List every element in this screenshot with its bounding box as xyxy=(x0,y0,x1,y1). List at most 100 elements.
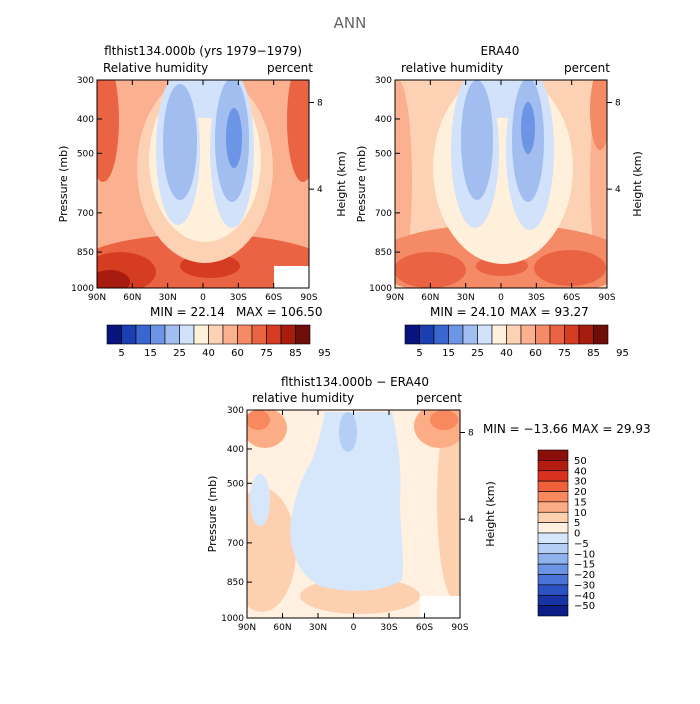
colorbar-label: 85 xyxy=(587,348,600,359)
colorbar-box xyxy=(179,324,195,345)
x-tick-label: 90S xyxy=(300,293,317,303)
contour xyxy=(163,84,197,200)
colorbar-label: 95 xyxy=(318,348,331,359)
colorbar-box xyxy=(537,584,569,596)
min-max-value: MIN = −13.66 MAX = 29.93 xyxy=(483,422,651,436)
contour xyxy=(97,80,119,182)
contour xyxy=(521,102,535,154)
colorbar-box xyxy=(266,324,282,345)
colorbar-box xyxy=(537,511,569,523)
contour xyxy=(290,412,403,591)
colorbar-label: 5 xyxy=(574,518,580,529)
colorbar-label: 40 xyxy=(202,348,215,359)
colorbar-box xyxy=(506,324,522,345)
y-axis-label: Pressure (mb) xyxy=(355,146,368,223)
contour xyxy=(395,252,466,288)
colorbar-box xyxy=(237,324,253,345)
y-tick-label: 850 xyxy=(227,578,244,588)
colorbar: 5 15 25 40 60 75 85 95 xyxy=(106,324,331,359)
contour xyxy=(226,108,242,168)
y2-axis-label: Height (km) xyxy=(631,151,644,217)
colorbar-label: 15 xyxy=(442,348,455,359)
missing-data xyxy=(420,596,460,618)
colorbar-box xyxy=(251,324,267,345)
colorbar-box xyxy=(520,324,536,345)
colorbar-box xyxy=(537,460,569,472)
colorbar-label: −20 xyxy=(574,570,595,581)
axes: 90N 60N 30N 0 30S 60S 90S 300 400 500 700 850 1000 8 4 xyxy=(369,76,621,303)
colorbar-box xyxy=(280,324,296,345)
x-tick-label: 60S xyxy=(265,293,282,303)
y2-tick-label: 8 xyxy=(468,429,474,439)
x-tick-label: 60S xyxy=(563,293,580,303)
heatmap-field xyxy=(395,80,607,288)
panel-obs: ERA40 relative humidity percent 90N 60N 30… xyxy=(355,44,644,359)
colorbar-box xyxy=(537,501,569,513)
colorbar-box xyxy=(537,543,569,555)
x-tick-label: 90S xyxy=(598,293,615,303)
colorbar-label: 20 xyxy=(574,487,587,498)
contour xyxy=(250,474,270,526)
right-label: percent xyxy=(564,61,610,75)
colorbar-box xyxy=(462,324,478,345)
colorbar-box xyxy=(150,324,166,345)
colorbar-box xyxy=(419,324,435,345)
y2-tick-label: 4 xyxy=(317,185,323,195)
y2-tick-label: 4 xyxy=(468,515,474,525)
colorbar-box xyxy=(477,324,493,345)
left-label: relative humidity xyxy=(401,61,503,75)
missing-data xyxy=(274,266,309,288)
x-tick-label: 90N xyxy=(386,293,404,303)
colorbar-box xyxy=(121,324,137,345)
panel-title: flthist134.000b (yrs 1979−1979) xyxy=(104,44,302,58)
panel-diff: flthist134.000b − ERA40 relative humidit… xyxy=(206,375,651,633)
y-tick-label: 1000 xyxy=(71,284,94,294)
heatmap-field xyxy=(97,80,309,288)
y-tick-label: 300 xyxy=(375,76,392,86)
x-tick-label: 30S xyxy=(528,293,545,303)
contour xyxy=(590,80,607,150)
y2-axis-label: Height (km) xyxy=(484,481,497,547)
contour xyxy=(461,80,493,200)
y-tick-label: 1000 xyxy=(369,284,392,294)
colorbar-label: −10 xyxy=(574,549,595,560)
contour xyxy=(287,80,309,182)
colorbar-box xyxy=(535,324,551,345)
colorbar: 5 15 25 40 60 75 85 95 xyxy=(404,324,629,359)
colorbar-label: −5 xyxy=(574,539,589,550)
colorbar-box xyxy=(164,324,180,345)
colorbar-box xyxy=(404,324,420,345)
colorbar-label: 5 xyxy=(118,348,124,359)
panel-title: flthist134.000b − ERA40 xyxy=(281,375,429,389)
colorbar-label: 5 xyxy=(416,348,422,359)
contour xyxy=(437,410,460,600)
y-tick-label: 400 xyxy=(375,115,392,125)
colorbar-box xyxy=(537,522,569,534)
x-tick-label: 0 xyxy=(498,293,504,303)
colorbar-label: 95 xyxy=(616,348,629,359)
colorbar-box xyxy=(491,324,507,345)
y-tick-label: 400 xyxy=(77,115,94,125)
contour xyxy=(339,412,357,452)
panel-model: flthist134.000b (yrs 1979−1979) Relative… xyxy=(57,44,348,359)
min-value: MIN = 22.14 xyxy=(150,305,225,319)
colorbar-box xyxy=(537,553,569,565)
colorbar-box xyxy=(193,324,209,345)
x-tick-label: 30S xyxy=(380,623,397,633)
colorbar-label: 40 xyxy=(574,466,587,477)
colorbar-label: −15 xyxy=(574,560,595,571)
x-tick-label: 30N xyxy=(159,293,177,303)
max-value: MAX = 106.50 xyxy=(236,305,322,319)
x-tick-label: 90N xyxy=(88,293,106,303)
colorbar-label: −50 xyxy=(574,601,595,612)
y-tick-label: 1000 xyxy=(221,614,244,624)
axes: 90N 60N 30N 0 30S 60S 90S 300 400 500 700 850 1000 8 4 xyxy=(221,406,474,633)
x-tick-label: 60S xyxy=(416,623,433,633)
colorbar-label: 50 xyxy=(574,456,587,467)
colorbar-label: 10 xyxy=(574,508,587,519)
colorbar-label: 40 xyxy=(500,348,513,359)
y-axis-label: Pressure (mb) xyxy=(57,146,70,223)
left-label: Relative humidity xyxy=(103,61,208,75)
colorbar-box xyxy=(208,324,224,345)
